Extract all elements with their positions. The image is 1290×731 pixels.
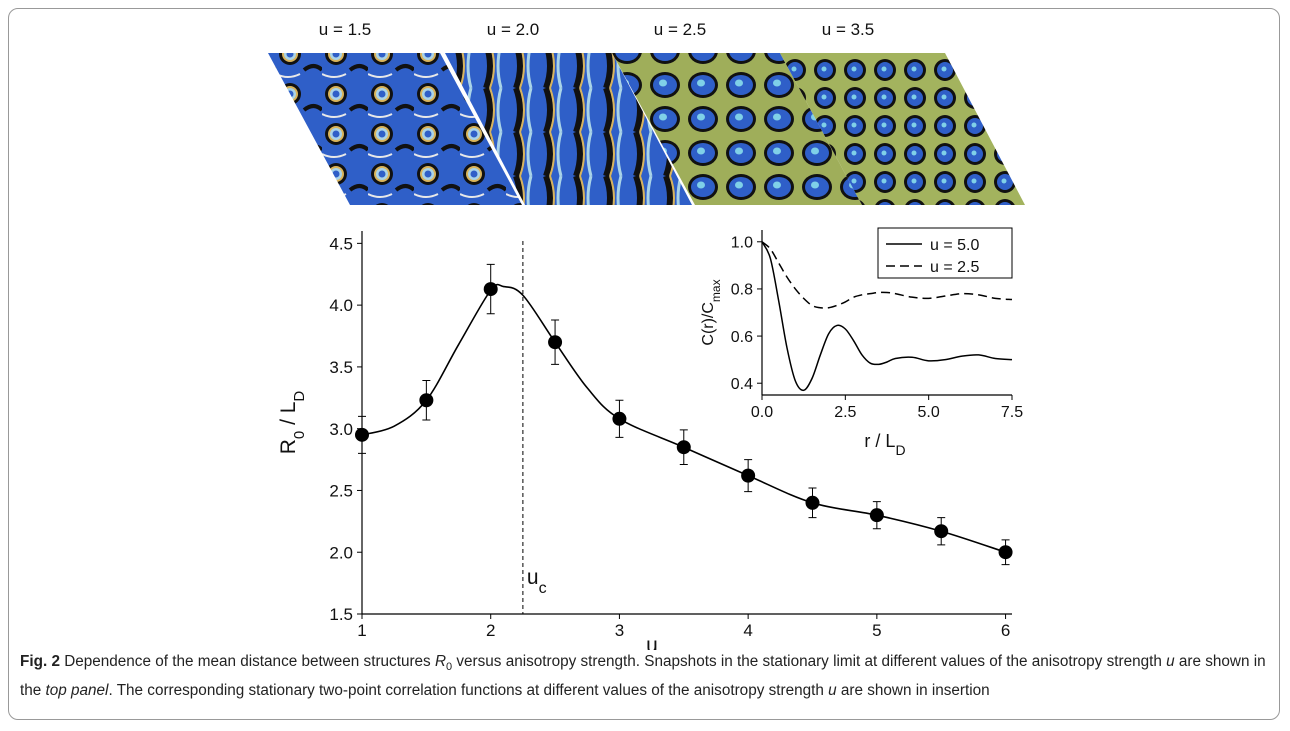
legend-label: u = 5.0 — [930, 237, 979, 254]
caption-label: Fig. 2 — [20, 653, 60, 670]
y-tick-label: 4.5 — [329, 234, 353, 253]
label-part: R — [277, 439, 300, 454]
snapshot-image — [780, 53, 1025, 205]
y-axis-label: R0 / LD — [277, 391, 308, 455]
figure: u = 1.5 u = 2.0 u = 2.5 u = 3.5 1 2 3 4 5 6 1.5 2.0… — [268, 20, 1025, 650]
legend-box — [877, 227, 1013, 279]
y-tick-label: 0.8 — [731, 282, 753, 299]
y-tick-label: 0.6 — [731, 329, 753, 346]
subscript: D — [895, 442, 905, 458]
snapshot-label: u = 2.0 — [487, 20, 539, 39]
caption-text: are shown in insertion — [836, 682, 990, 700]
caption: Fig. 2 Dependence of the mean distance b… — [20, 650, 1275, 702]
x-tick-label: 6 — [1001, 621, 1010, 640]
snapshot-label: u = 1.5 — [319, 20, 371, 39]
snapshot-image — [268, 53, 522, 205]
correlation-curve — [761, 241, 1013, 392]
caption-text: versus anisotropy strength. Snapshots in… — [452, 653, 1167, 670]
x-tick-label: 5 — [872, 621, 881, 640]
caption-text: u — [1166, 653, 1175, 670]
fit-curve — [361, 283, 1006, 553]
subscript: max — [709, 279, 723, 302]
subscript: D — [291, 391, 308, 402]
y-axis-label: C(r)/Cmax — [700, 279, 723, 345]
caption-text: . The corresponding stationary two-point… — [108, 682, 829, 700]
x-tick-label: 7.5 — [1001, 404, 1023, 421]
subscript: c — [539, 580, 547, 597]
label-part: / L — [277, 402, 300, 431]
x-tick-label: 2.5 — [834, 404, 856, 421]
y-tick-label: 3.0 — [329, 420, 353, 439]
x-tick-label: 4 — [743, 621, 752, 640]
correlation-curve — [761, 241, 1013, 309]
snapshot-label: u = 2.5 — [654, 20, 706, 39]
label-part: u — [527, 566, 539, 589]
figure-frame — [8, 8, 1280, 720]
x-tick-label: 0.0 — [751, 404, 773, 421]
annotation: uc — [527, 566, 547, 597]
caption-text: R — [434, 653, 447, 670]
legend-label: u = 2.5 — [930, 259, 979, 276]
x-tick-label: 5.0 — [918, 404, 940, 421]
y-tick-label: 2.0 — [329, 543, 353, 562]
y-tick-label: 1.5 — [329, 605, 353, 624]
snapshot-image — [445, 53, 692, 205]
y-tick-label: 1.0 — [731, 235, 753, 252]
caption-text: 0 — [446, 661, 453, 674]
snapshot-label: u = 3.5 — [822, 20, 874, 39]
label-part: C(r)/C — [700, 302, 717, 346]
y-tick-label: 0.4 — [731, 376, 753, 393]
subscript: 0 — [291, 431, 308, 439]
x-axis-label: r / LD — [864, 431, 905, 458]
x-axis-label: u — [646, 634, 658, 650]
y-tick-label: 3.5 — [329, 358, 353, 377]
x-tick-label: 2 — [486, 621, 495, 640]
caption-text: are shown in the — [20, 653, 1266, 700]
y-tick-label: 4.0 — [329, 296, 353, 315]
caption-text: Dependence of the mean distance between … — [64, 653, 435, 670]
caption-text: top panel — [45, 682, 109, 700]
snapshot-image — [612, 53, 862, 205]
label-part: r / L — [864, 431, 895, 451]
y-tick-label: 2.5 — [329, 482, 353, 501]
x-tick-label: 3 — [615, 621, 624, 640]
x-tick-label: 1 — [357, 621, 366, 640]
caption-text: u — [828, 682, 837, 700]
